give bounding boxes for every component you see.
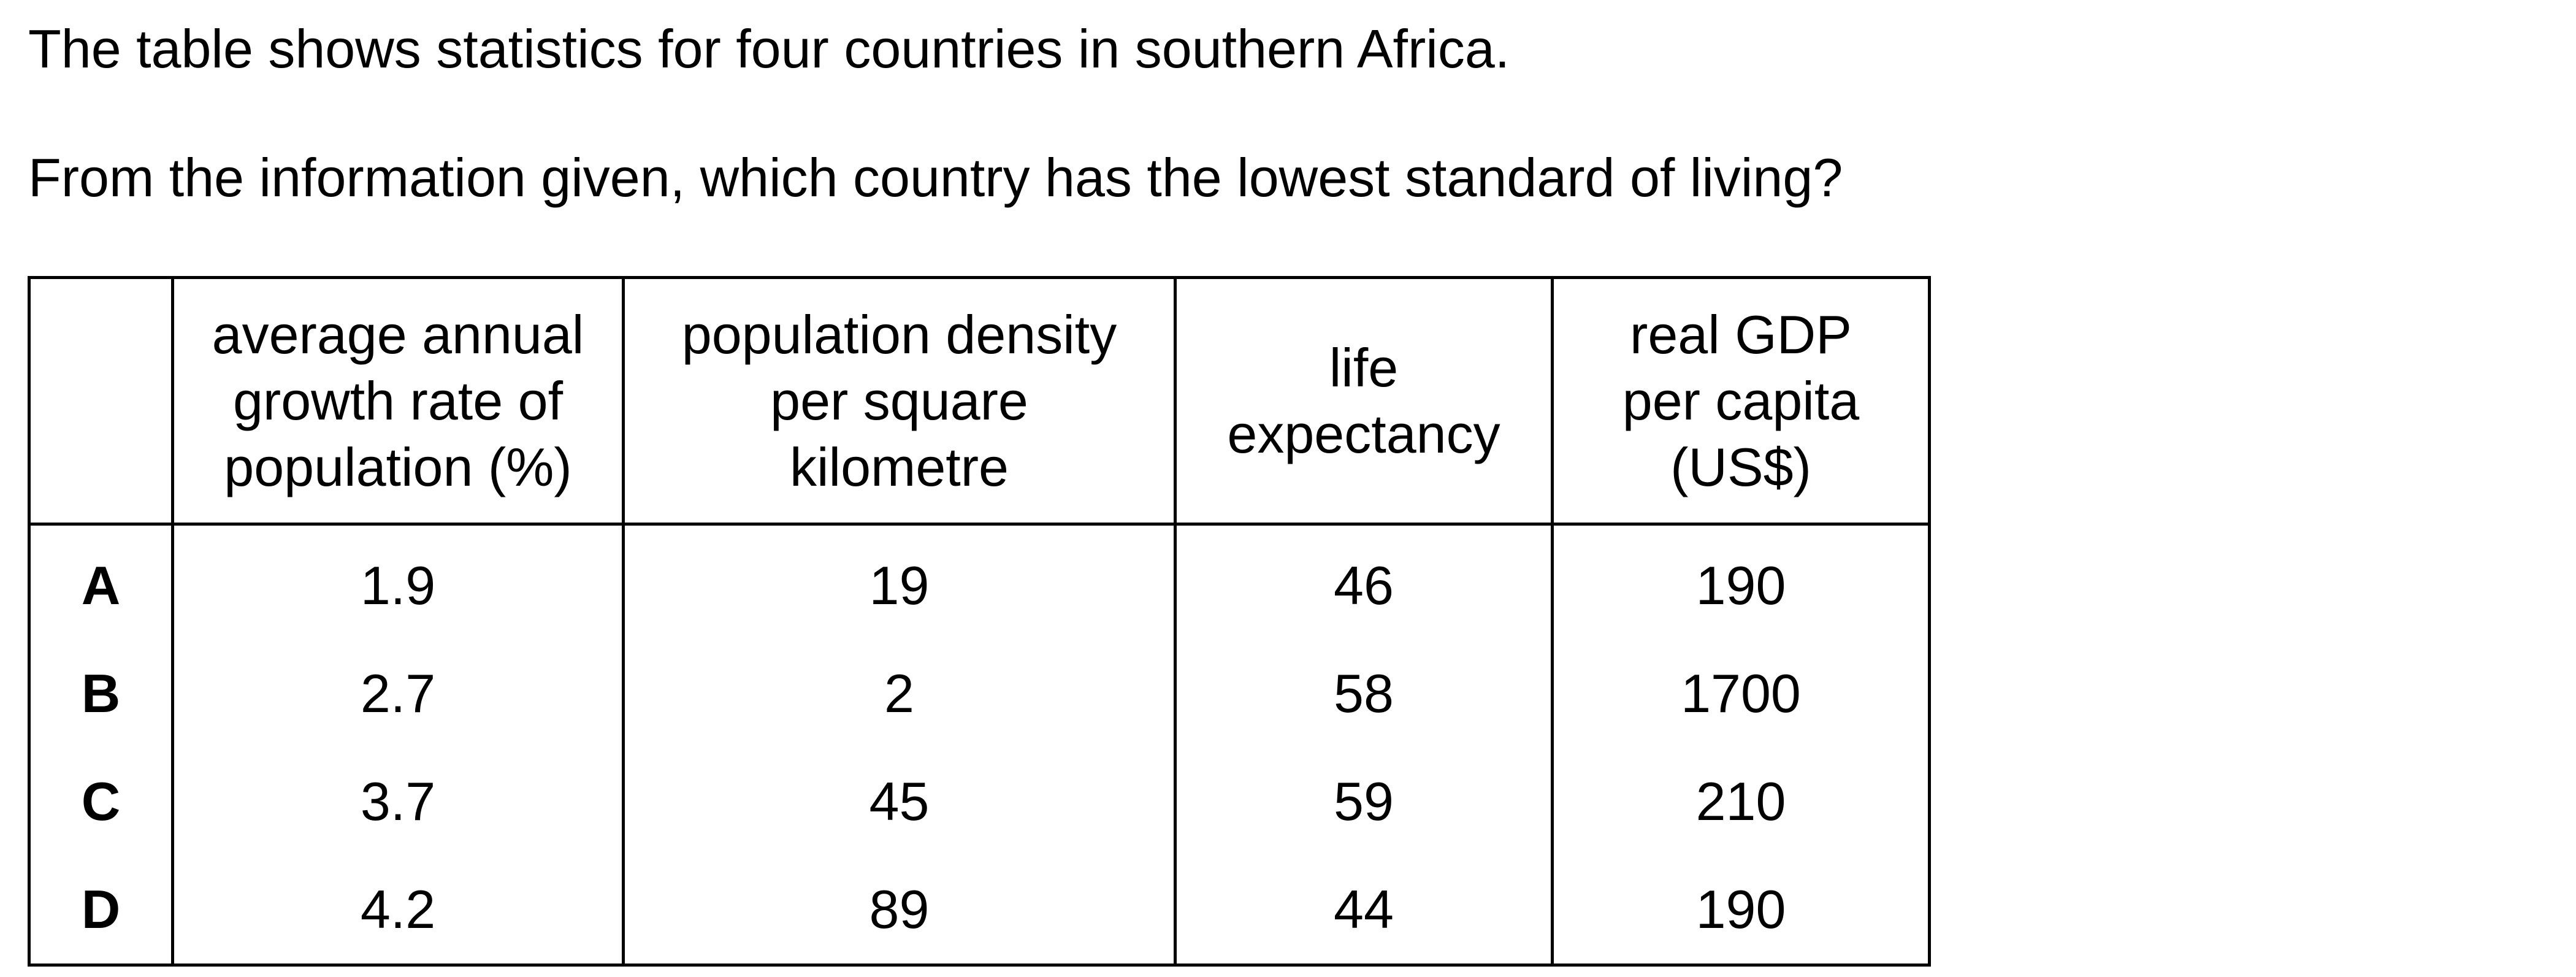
gdp-per-capita-cell: 190 [1551,856,1931,967]
row-label: B [28,640,174,748]
intro-text: The table shows statistics for four coun… [28,18,1510,79]
header-line: real GDP [1630,304,1852,365]
header-line: growth rate of [232,370,564,431]
header-blank [28,276,174,526]
row-label: A [28,524,174,640]
life-expectancy-cell: 58 [1174,640,1554,748]
population-density-cell: 45 [622,748,1177,856]
table-row: D 4.2 89 44 190 [28,856,1931,967]
header-line: (US$) [1670,436,1811,497]
header-line: per capita [1622,370,1860,431]
life-expectancy-cell: 46 [1174,524,1554,640]
growth-rate-cell: 2.7 [171,640,625,748]
growth-rate-cell: 1.9 [171,524,625,640]
header-life-expectancy: life expectancy [1174,276,1554,526]
gdp-per-capita-cell: 190 [1551,524,1931,640]
header-line: kilometre [790,436,1009,497]
header-line: average annual [212,304,584,365]
header-line: population (%) [224,436,572,497]
header-gdp-per-capita: real GDP per capita (US$) [1551,276,1931,526]
population-density-cell: 2 [622,640,1177,748]
row-label: C [28,748,174,856]
header-line: per square [770,370,1028,431]
header-line: life [1329,337,1399,398]
life-expectancy-cell: 44 [1174,856,1554,967]
table-row: B 2.7 2 58 1700 [28,640,1931,748]
table-row: A 1.9 19 46 190 [28,524,1931,640]
table-header-row: average annual growth rate of population… [28,276,1931,526]
row-label: D [28,856,174,967]
population-density-cell: 89 [622,856,1177,967]
table-row: C 3.7 45 59 210 [28,748,1931,856]
header-population-density: population density per square kilometre [622,276,1177,526]
life-expectancy-cell: 59 [1174,748,1554,856]
growth-rate-cell: 4.2 [171,856,625,967]
gdp-per-capita-cell: 1700 [1551,640,1931,748]
header-growth-rate: average annual growth rate of population… [171,276,625,526]
growth-rate-cell: 3.7 [171,748,625,856]
question-text: From the information given, which countr… [28,147,1843,208]
header-line: expectancy [1227,403,1500,464]
header-line: population density [681,304,1117,365]
population-density-cell: 19 [622,524,1177,640]
gdp-per-capita-cell: 210 [1551,748,1931,856]
statistics-table: average annual growth rate of population… [28,276,1931,967]
